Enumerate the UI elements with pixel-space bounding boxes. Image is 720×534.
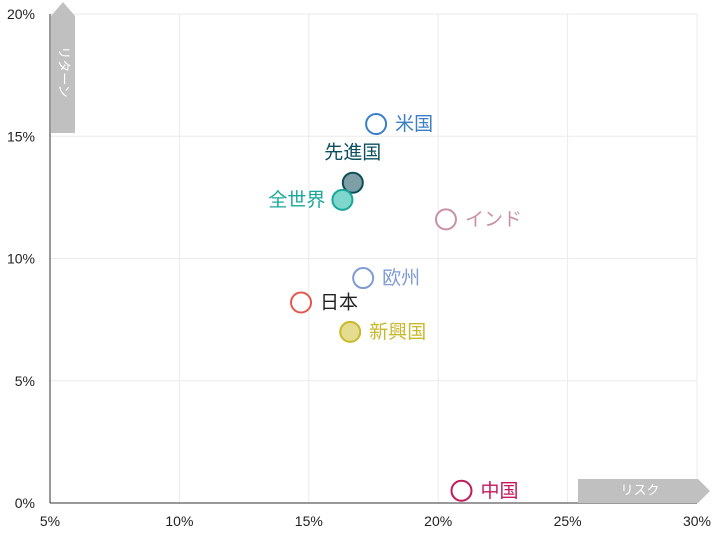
grid [50, 13, 698, 503]
x-tick-label: 5% [40, 513, 60, 529]
data-point [290, 291, 313, 314]
x-tick-label: 10% [165, 513, 193, 529]
data-point [365, 113, 388, 136]
point-label: 全世界 [268, 189, 325, 211]
data-point [434, 208, 457, 231]
y-tick-label: 15% [7, 128, 35, 144]
y-tick-label: 20% [7, 6, 35, 22]
y-tick-label: 10% [7, 251, 35, 267]
point-label: 先進国 [324, 142, 381, 164]
data-point [352, 267, 375, 290]
y-axis-arrow: リターン [51, 2, 75, 133]
data-point [339, 320, 362, 343]
point-label: 米国 [395, 113, 433, 135]
y-tick-label: 0% [15, 495, 35, 511]
x-tick-label: 30% [683, 513, 711, 529]
y-axis-label: リターン [56, 46, 71, 97]
x-axis-label: リスク [620, 484, 659, 499]
x-tick-label: 20% [424, 513, 452, 529]
point-label: 中国 [480, 480, 518, 502]
tick-labels: 5% 10% 15% 20% 25% 30% 0% 5% 10% 15% 20% [7, 6, 711, 529]
y-tick-label: 5% [15, 373, 35, 389]
point-label: インド [465, 208, 522, 230]
point-label: 日本 [320, 292, 358, 314]
x-axis-arrow: リスク [578, 479, 710, 503]
point-label: 新興国 [369, 321, 426, 343]
data-point [450, 479, 473, 502]
point-label: 欧州 [382, 267, 420, 289]
data-point [331, 188, 354, 211]
x-tick-label: 15% [295, 513, 323, 529]
data-point [341, 171, 364, 194]
x-tick-label: 25% [554, 513, 582, 529]
